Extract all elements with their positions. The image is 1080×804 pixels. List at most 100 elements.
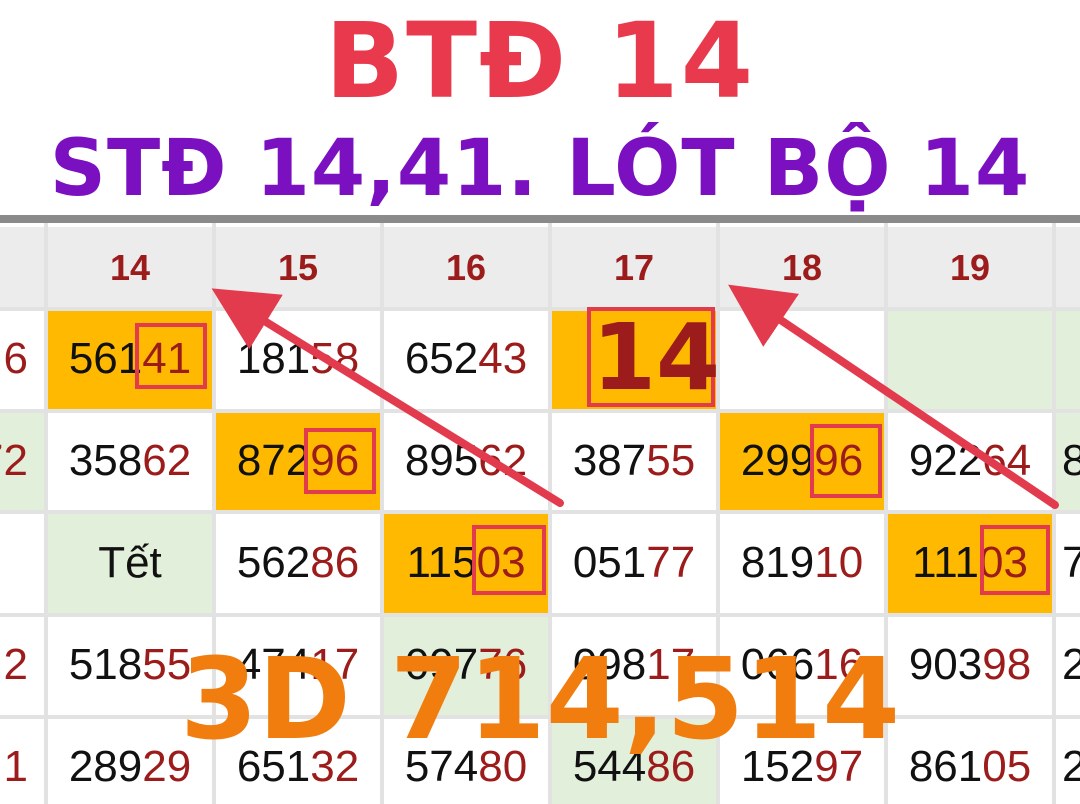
cell-prefix: 474 bbox=[236, 640, 311, 689]
cell-prefix: 358 bbox=[68, 436, 143, 485]
cell-suffix: 05 bbox=[982, 742, 1032, 791]
cell-suffix: 43 bbox=[478, 334, 528, 383]
cell-prefix: 872 bbox=[236, 436, 311, 485]
column-header bbox=[1054, 227, 1080, 309]
table-cell: 562 86 bbox=[214, 512, 382, 613]
grid-line-horizontal bbox=[0, 613, 1080, 617]
table-cell: 574 80 bbox=[382, 717, 550, 804]
column-header bbox=[0, 227, 46, 309]
cell-prefix: 544 bbox=[572, 742, 647, 791]
cell-suffix: 86 bbox=[646, 742, 696, 791]
cell-suffix: 17 bbox=[646, 640, 696, 689]
cell-suffix: 72 bbox=[0, 436, 28, 485]
column-header-17: 17 bbox=[550, 227, 718, 309]
cell-suffix: 2 bbox=[3, 640, 28, 689]
table-cell: 872 96 bbox=[214, 411, 382, 511]
cell-suffix: 77 bbox=[646, 537, 696, 587]
cell-prefix: 861 bbox=[908, 742, 983, 791]
cell-suffix: 55 bbox=[142, 640, 192, 689]
cell-prefix: 387 bbox=[572, 436, 647, 485]
cell-prefix: 7 bbox=[1062, 537, 1080, 587]
table-cell: 474 17 bbox=[214, 615, 382, 715]
cell-suffix: 16 bbox=[814, 640, 864, 689]
cell-suffix: 55 bbox=[646, 436, 696, 485]
cell-prefix: 152 bbox=[740, 742, 815, 791]
table-cell bbox=[1054, 309, 1080, 409]
overlay-3d-text: 3D 714,514 bbox=[179, 635, 900, 765]
cell-suffix: 97 bbox=[814, 742, 864, 791]
table-cell: 387 55 bbox=[550, 411, 718, 511]
cell-prefix: 115 bbox=[406, 537, 477, 587]
cell-suffix: 76 bbox=[478, 640, 528, 689]
cell-suffix: 96 bbox=[310, 436, 360, 485]
cell-suffix: 1 bbox=[3, 742, 28, 791]
table-cell: 518 55 bbox=[46, 615, 214, 715]
table-cell: 051 77 bbox=[550, 512, 718, 613]
arrow-right bbox=[728, 284, 1059, 509]
cell-suffix: 86 bbox=[310, 537, 360, 587]
cell-prefix: 2 bbox=[1062, 640, 1080, 689]
cell-prefix: 098 bbox=[572, 640, 647, 689]
highlight-box-big bbox=[587, 307, 715, 407]
highlight-box bbox=[472, 525, 546, 595]
cell-prefix: 562 bbox=[236, 537, 311, 587]
big-number-14: 14 bbox=[592, 304, 721, 411]
table-top-border bbox=[0, 215, 1080, 223]
cell-prefix: 574 bbox=[404, 742, 479, 791]
cell-prefix: 299 bbox=[740, 436, 815, 485]
table-cell bbox=[550, 309, 718, 409]
cell-suffix: 32 bbox=[310, 742, 360, 791]
table-cell: 2 bbox=[1054, 615, 1080, 715]
highlight-box bbox=[810, 424, 882, 498]
table-cell: 1 bbox=[0, 717, 46, 804]
cell-suffix: 6 bbox=[3, 334, 28, 383]
highlight-box bbox=[135, 323, 207, 389]
table-cell: 544 86 bbox=[550, 717, 718, 804]
table-cell: 861 05 bbox=[886, 717, 1054, 804]
cell-prefix: 903 bbox=[908, 640, 983, 689]
cell-suffix: 03 bbox=[978, 537, 1028, 587]
table-cell: 358 62 bbox=[46, 411, 214, 511]
cell-prefix: 2 bbox=[1062, 742, 1080, 791]
column-header-19: 19 bbox=[886, 227, 1054, 309]
column-header-18: 18 bbox=[718, 227, 886, 309]
title-line-2: STĐ 14,41. LÓT BỘ 14 bbox=[49, 124, 1031, 214]
table-cell: 8 bbox=[1054, 411, 1080, 511]
cell-suffix: 62 bbox=[142, 436, 192, 485]
cell-prefix: 652 bbox=[404, 334, 479, 383]
grid-line-horizontal bbox=[0, 307, 1080, 311]
table-cell: 903 98 bbox=[886, 615, 1054, 715]
table-cell: 72 bbox=[0, 411, 46, 511]
table-cell: 098 17 bbox=[550, 615, 718, 715]
cell-prefix: 097 bbox=[404, 640, 479, 689]
grid-line-horizontal bbox=[0, 510, 1080, 514]
cell-suffix: 10 bbox=[814, 537, 864, 587]
cell-suffix: 41 bbox=[142, 334, 192, 383]
table-cell: 651 32 bbox=[214, 717, 382, 804]
cell-suffix: 96 bbox=[814, 436, 864, 485]
cell-prefix: 8 bbox=[1062, 436, 1080, 485]
table-cell: 2 bbox=[1054, 717, 1080, 804]
cell-suffix: 29 bbox=[142, 742, 192, 791]
grid-line-horizontal bbox=[0, 409, 1080, 413]
grid-line-horizontal bbox=[0, 715, 1080, 719]
results-table: 1415161718196561411815865243723586287296… bbox=[0, 223, 1080, 804]
table-cell: 2 bbox=[0, 615, 46, 715]
cell-suffix: 17 bbox=[310, 640, 360, 689]
column-header-16: 16 bbox=[382, 227, 550, 309]
highlight-box bbox=[304, 428, 376, 494]
cell-prefix: 651 bbox=[236, 742, 311, 791]
table-cell: 6 bbox=[0, 309, 46, 409]
table-cell: 097 76 bbox=[382, 615, 550, 715]
cell-prefix: Tết bbox=[98, 537, 162, 587]
table-cell: 066 16 bbox=[718, 615, 886, 715]
cell-prefix: 289 bbox=[68, 742, 143, 791]
table-cell: 152 97 bbox=[718, 717, 886, 804]
highlight-box bbox=[980, 525, 1050, 595]
cell-suffix: 03 bbox=[476, 537, 526, 587]
table-cell: 652 43 bbox=[382, 309, 550, 409]
table-cell bbox=[886, 309, 1054, 409]
table-cell: 7 bbox=[1054, 512, 1080, 613]
table-cell: 115 03 bbox=[382, 512, 550, 613]
